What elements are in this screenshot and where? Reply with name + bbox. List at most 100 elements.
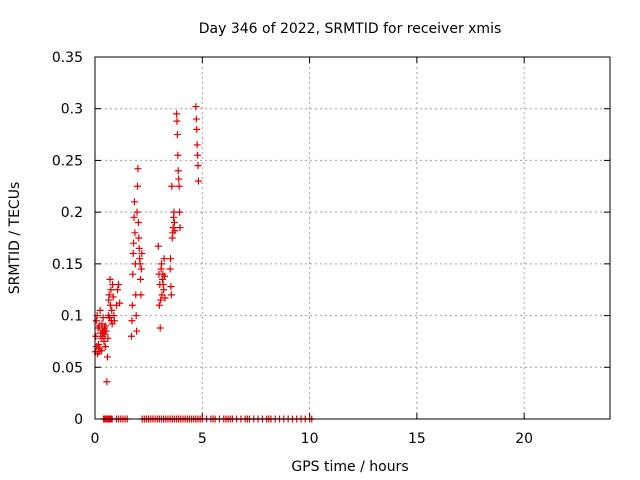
data-point — [134, 165, 142, 173]
data-point — [167, 291, 175, 299]
series-srmtid — [91, 103, 316, 423]
data-point — [104, 334, 112, 342]
data-point — [193, 141, 201, 149]
data-point — [109, 281, 117, 289]
data-point — [97, 347, 105, 355]
plot-frame — [94, 56, 611, 420]
y-axis-label: SRMTID / TECUs — [7, 182, 23, 295]
chart-title: Day 346 of 2022, SRMTID for receiver xmi… — [199, 21, 502, 37]
data-point — [107, 286, 115, 294]
data-point — [175, 175, 183, 183]
data-point — [175, 182, 183, 190]
data-point — [174, 167, 182, 175]
data-point — [154, 242, 162, 250]
axis-ticks: 0 5 10 15 20 0 0.05 0.1 0.15 0.2 0.25 0.3 0.35 — [52, 50, 610, 447]
data-point — [158, 291, 166, 299]
y-tick-label: 0.3 — [61, 102, 83, 118]
data-point — [155, 301, 163, 309]
data-point — [138, 250, 146, 258]
data-point — [156, 324, 164, 332]
x-tick-label: 15 — [408, 431, 426, 447]
data-point — [106, 275, 114, 283]
data-point — [92, 332, 100, 340]
data-point — [176, 224, 184, 232]
data-point — [106, 314, 114, 322]
data-point — [161, 272, 169, 280]
data-point — [129, 250, 137, 258]
data-point — [130, 198, 138, 206]
data-point — [161, 294, 169, 302]
data-point — [157, 296, 165, 304]
x-tick-label: 0 — [91, 431, 100, 447]
data-point — [135, 234, 143, 242]
y-tick-label: 0.05 — [52, 360, 83, 376]
x-axis-label: GPS time / hours — [291, 459, 408, 475]
data-point — [173, 117, 181, 125]
data-point — [100, 337, 108, 345]
data-point — [137, 265, 145, 273]
data-point — [173, 110, 181, 118]
data-point — [128, 301, 136, 309]
data-point — [132, 312, 140, 320]
x-tick-label: 10 — [301, 431, 319, 447]
data-point — [101, 330, 109, 338]
data-point — [166, 265, 174, 273]
data-point — [99, 314, 107, 322]
data-point — [98, 320, 106, 328]
data-point — [158, 260, 166, 268]
data-point — [136, 275, 144, 283]
y-tick-label: 0.25 — [52, 153, 83, 169]
data-point — [106, 301, 114, 309]
data-point — [194, 151, 202, 159]
data-point — [116, 299, 124, 307]
y-tick-label: 0.35 — [52, 50, 83, 66]
x-tick-label: 20 — [515, 431, 533, 447]
data-point — [174, 151, 182, 159]
data-point — [192, 115, 200, 123]
y-tick-label: 0 — [74, 412, 83, 428]
data-point — [194, 177, 202, 185]
data-point — [129, 270, 137, 278]
data-point — [103, 353, 111, 361]
data-point — [105, 291, 113, 299]
data-point — [108, 306, 116, 314]
data-point — [133, 208, 141, 216]
data-point — [168, 182, 176, 190]
data-point — [114, 286, 122, 294]
data-point — [134, 218, 142, 226]
data-point — [173, 131, 181, 139]
data-point — [110, 317, 118, 325]
data-point — [133, 327, 141, 335]
data-point — [176, 208, 184, 216]
data-point — [101, 343, 109, 351]
data-point — [92, 317, 100, 325]
y-tick-label: 0.1 — [61, 309, 83, 325]
data-point — [170, 218, 178, 226]
data-point — [94, 341, 102, 349]
data-point — [194, 162, 202, 170]
data-point — [130, 239, 138, 247]
data-point — [160, 286, 168, 294]
data-point — [137, 291, 145, 299]
data-point — [102, 327, 110, 335]
data-point — [96, 306, 104, 314]
y-tick-label: 0.2 — [61, 205, 83, 221]
data-point — [160, 255, 168, 263]
data-point — [131, 229, 139, 237]
data-point — [192, 103, 200, 111]
data-point — [136, 260, 144, 268]
data-point — [167, 255, 175, 263]
data-point — [171, 227, 179, 235]
data-point — [128, 317, 136, 325]
data-point — [103, 378, 111, 386]
data-point — [127, 332, 135, 340]
x-tick-label: 5 — [198, 431, 207, 447]
y-tick-label: 0.15 — [52, 257, 83, 273]
data-point — [169, 224, 177, 232]
data-point — [133, 182, 141, 190]
data-point — [115, 281, 123, 289]
data-point — [130, 213, 138, 221]
data-point — [193, 125, 201, 133]
data-point — [135, 244, 143, 252]
